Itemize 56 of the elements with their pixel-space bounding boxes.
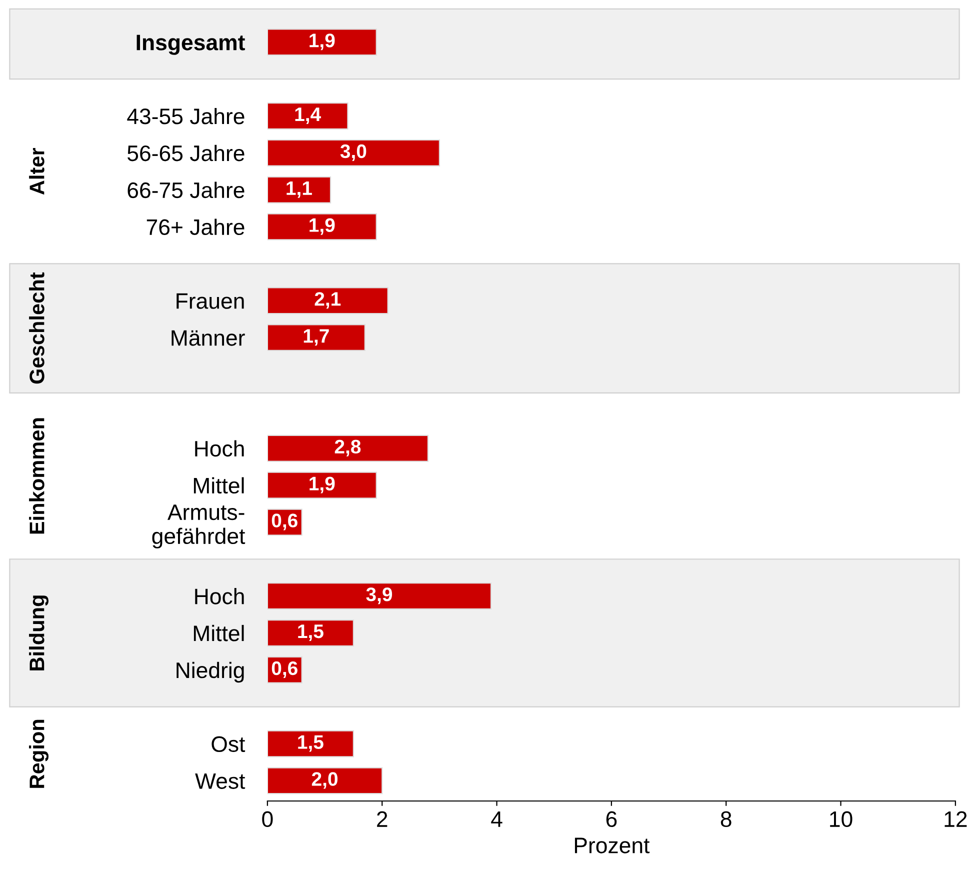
y-tick-label: Männer [172,330,245,346]
x-tick-label: 12 [944,811,967,827]
y-tick-label: Armuts- gefährdet [152,504,246,548]
y-tick-label: Hoch [195,588,244,604]
text: Einkommen [29,418,44,534]
data-label: 0,6 [272,514,298,530]
x-tick-label: 0 [262,811,273,828]
y-tick-label: Ost [212,736,246,752]
data-label: 1,7 [304,329,329,346]
text: Bildung [29,596,49,670]
text: Alter [29,148,44,195]
bar [267,730,354,758]
bar [267,102,348,130]
y-tick-label: West [195,773,246,789]
data-label: 1,9 [310,476,335,494]
bar [267,767,383,794]
data-label: 2,1 [314,292,341,309]
bar [267,213,377,240]
data-label: 2,0 [312,772,338,789]
data-label: 1,5 [298,624,324,642]
x-tick-label: 2 [377,811,388,827]
y-tick-label: Niedrig [176,662,244,683]
bar [267,176,332,204]
bar [267,434,429,462]
data-label: 1,9 [310,218,335,235]
x-tick-label: 8 [720,811,732,828]
bar [267,139,440,166]
x-tick-label: 6 [606,811,617,828]
data-label: 1,5 [298,735,324,752]
y-tick-label: 56-65 Jahre [128,144,244,162]
text: Region [29,720,49,788]
bar [267,620,354,646]
bar [267,472,377,499]
bar [267,287,388,314]
bar [267,324,366,352]
bar [267,582,492,610]
x-tick-label: 4 [491,812,502,827]
y-tick-label: Mittel [194,477,244,494]
y-tick-label: 76+ Jahre [146,218,244,236]
data-label: 1,1 [286,181,312,198]
data-label: 3,0 [340,144,366,161]
x-tick-label: 10 [830,811,852,828]
y-tick-label: Insgesamt [136,34,245,55]
text: Geschlecht [29,272,44,384]
y-tick-label: Hoch [195,440,244,457]
x-axis-title: Prozent [574,838,650,854]
data-label: 0,6 [272,661,298,678]
bar [267,28,377,56]
y-tick-label: Mittel [194,624,244,642]
y-tick-label: 43-55 Jahre [127,108,244,124]
data-label: 2,8 [334,440,361,456]
y-tick-label: 66-75 Jahre [128,182,244,198]
data-label: 3,9 [366,588,392,604]
y-tick-label: Frauen [176,293,244,309]
data-label: 1,9 [310,34,335,50]
data-label: 1,4 [295,108,321,124]
